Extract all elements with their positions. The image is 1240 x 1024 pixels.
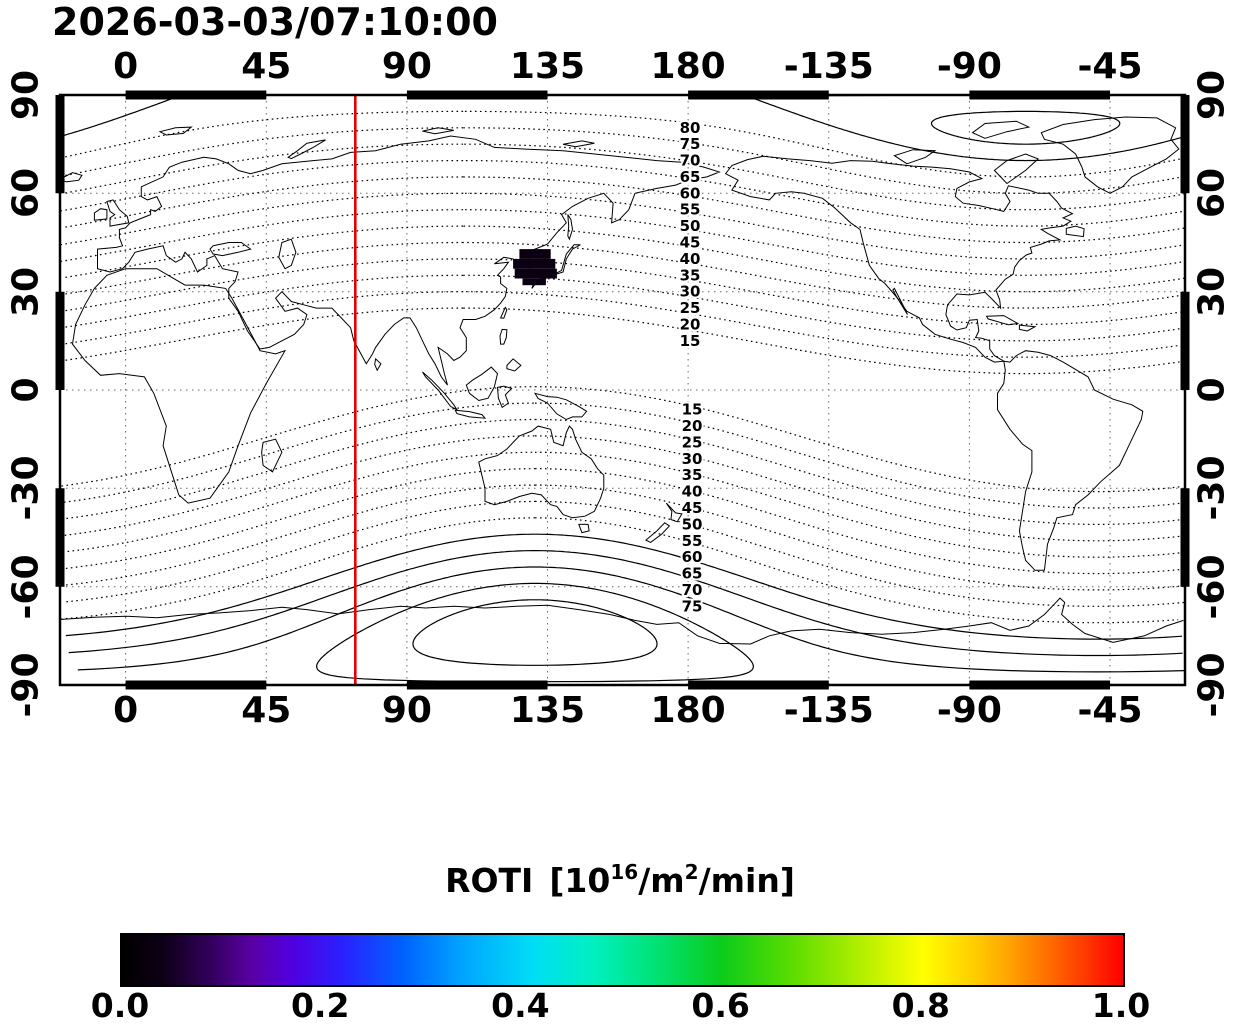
lat-tick-label-right: 0 [1191,377,1233,403]
lon-tick-label-top: 45 [241,46,292,87]
contour-label: 50 [680,217,701,235]
contour-label: 55 [682,532,703,550]
lat-tick-label-right: -90 [1191,652,1233,718]
lon-tick-label-bottom: 180 [650,690,726,731]
lat-tick-label-left: -60 [5,554,47,620]
colorbar-tick-label: 1.0 [1091,986,1151,1024]
lon-tick-label-bottom: 90 [381,690,432,731]
contour-label: 65 [680,168,701,186]
contour-label: 60 [680,184,701,202]
lat-tick-label-left: 60 [5,168,47,219]
colorbar-tick-label: 0.4 [491,986,550,1024]
lon-tick-label-bottom: 0 [113,690,139,731]
contour-label: 65 [682,565,703,583]
lat-tick-label-left: 90 [5,69,47,121]
roti-patch [514,268,557,279]
map-plot-area: 15 20 25 30 35 40 45 50 55 60 65 70 75 80 15 20 25 30 35 40… [5,46,1233,731]
lon-tick-label-bottom: -135 [783,690,874,731]
lon-tick-label-top: -90 [936,46,1002,87]
coastlines-layer [60,116,1184,645]
lon-tick-label-top: 180 [650,46,726,87]
contour-label: 20 [682,417,703,435]
contour-label: 45 [682,499,703,517]
colorbar-tick-label: 0.2 [290,986,350,1024]
colorbar-tick-label: 0.6 [691,986,750,1024]
world-map-canvas: 1520253035404550556065707580152025303540… [55,90,1190,690]
contour-label: 45 [680,234,701,252]
colorbar-tick-label: 0.0 [90,986,150,1024]
contour-layer [60,95,1185,683]
contour-label: 60 [682,548,703,566]
contour-label: 80 [680,119,701,137]
roti-patch [519,249,551,259]
lon-tick-label-bottom: 135 [509,690,586,731]
lon-tick-label-top: -135 [783,46,874,87]
colorbar-tick-label: 0.8 [891,986,951,1024]
timestamp: 2026-03-03/07:10:00 [52,0,498,44]
lon-tick-label-top: 90 [381,46,432,87]
contour-label: 15 [682,401,703,419]
contour-label: 70 [682,581,703,599]
colorbar-title-exponent: 16 [610,860,639,884]
contour-label: 35 [680,266,701,284]
colorbar-title-mid: /m [638,861,685,900]
roti-patch [522,278,546,286]
contour-label: 30 [682,450,703,468]
contour-label: 55 [680,201,701,219]
lat-tick-label-right: -60 [1191,554,1233,620]
contour-label: 30 [680,283,701,301]
contour-label: 75 [682,597,703,615]
contour-label: 75 [680,135,701,153]
lat-tick-label-left: -90 [5,652,47,718]
lon-tick-label-top: -45 [1077,46,1143,87]
contour-label: 25 [682,433,703,451]
lon-tick-label-bottom: -90 [936,690,1002,731]
colorbar-title-close: /min] [698,861,795,900]
contour-label: 15 [680,332,701,350]
lon-tick-label-bottom: -45 [1077,690,1143,731]
contour-label: 20 [680,315,701,333]
lat-tick-label-right: 90 [1191,69,1233,121]
contour-label: 35 [682,466,703,484]
contour-label: 70 [680,152,701,170]
lat-tick-label-left: -30 [5,455,47,521]
contour-label: 25 [680,299,701,317]
roti-data-layer [513,249,557,286]
lat-tick-label-left: 30 [5,266,47,317]
lat-tick-label-right: 60 [1191,168,1233,219]
lat-tick-label-right: 30 [1191,266,1233,317]
grid-layer [60,95,1185,685]
contour-label: 40 [682,483,703,501]
lat-tick-label-left: 0 [5,377,47,403]
contour-label-layer: 1520253035404550556065707580152025303540… [678,117,705,617]
lon-tick-label-top: 0 [113,46,139,87]
colorbar-title-name: ROTI [445,861,534,900]
colorbar-tick-labels: 0.0 0.2 0.4 0.6 0.8 1.0 [0,986,1240,1024]
lat-tick-label-right: -30 [1191,455,1233,521]
colorbar-title: ROTI [1016/m2/min] [0,860,1240,900]
contour-label: 40 [680,250,701,268]
lon-tick-label-top: 135 [509,46,586,87]
colorbar-title-exponent2: 2 [684,860,699,884]
colorbar-title-open: [10 [549,861,611,900]
contour-label: 50 [682,515,703,533]
colorbar-gradient [120,933,1125,987]
roti-patch [513,258,556,269]
frame-layer [55,90,1190,690]
lon-tick-label-bottom: 45 [241,690,292,731]
